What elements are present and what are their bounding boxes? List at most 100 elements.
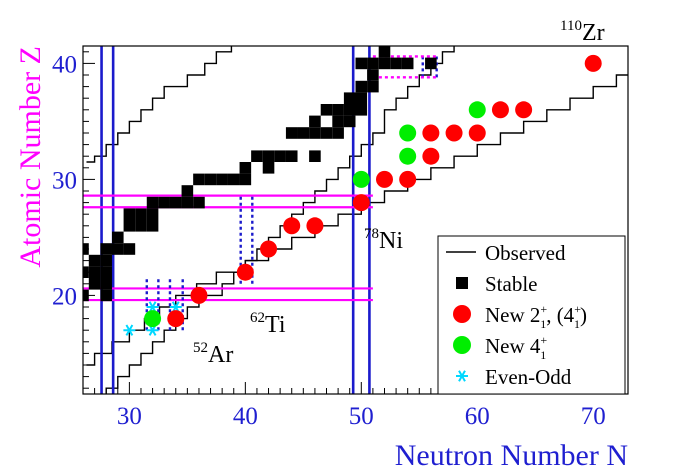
stable-point-56 (367, 57, 379, 70)
new21-point-0 (167, 310, 185, 328)
new41-point-0 (144, 310, 162, 328)
legend-label-new41: New 4+ 1 (485, 333, 547, 362)
stable-point-51 (355, 92, 368, 104)
x-tick-label-60: 60 (465, 403, 490, 430)
stable-point-9 (100, 254, 112, 267)
even-odd-point-1 (146, 324, 159, 336)
plot-frame (82, 45, 629, 395)
stable-point-8 (100, 266, 112, 278)
legend-sup-new21: + (540, 302, 547, 316)
stable-point-21 (158, 196, 170, 209)
stable-point-40 (309, 127, 321, 139)
stable-point-39 (309, 150, 321, 162)
stable-point-49 (343, 92, 356, 104)
y-tick-label-20: 20 (52, 283, 77, 310)
plot-area (83, 46, 628, 394)
isotope-symbol-ni: Ni (379, 228, 403, 254)
legend-text-observed: Observed (485, 241, 566, 265)
stable-point-31 (239, 162, 252, 174)
legend-marker-new41 (453, 336, 471, 354)
new21-point-10 (422, 124, 440, 142)
new41-point-4 (468, 101, 486, 119)
new21-point-14 (515, 101, 533, 119)
stable-point-57 (378, 57, 391, 70)
stable-point-33 (262, 162, 275, 174)
stable-point-44 (332, 127, 344, 139)
even-odd-point-2 (146, 301, 159, 313)
stable-point-35 (274, 150, 286, 162)
isotope-mass-ti: 62 (250, 310, 265, 326)
stable-point-55 (367, 69, 379, 81)
legend-marker-even-odd (456, 370, 468, 382)
legend-sub-new21: 1 (540, 317, 546, 331)
stable-point-16 (135, 220, 147, 232)
new21-point-13 (491, 101, 509, 119)
new41-point-1 (352, 170, 370, 188)
legend-text-new21: New 2 (485, 303, 540, 327)
stable-point-7 (100, 278, 112, 290)
x-tick-label-70: 70 (581, 403, 606, 430)
stable-point-13 (123, 243, 136, 255)
legend-label-new21: New 2+ 1, (4+ 1) (485, 302, 587, 331)
stable-point-60 (401, 57, 414, 70)
stable-point-34 (262, 150, 275, 162)
new41-point-3 (399, 124, 417, 142)
stable-point-45 (332, 115, 344, 128)
stable-point-29 (227, 173, 240, 186)
legend-sub-new41: 1 (540, 348, 546, 362)
y-tick-label-30: 30 (52, 167, 77, 194)
new21-point-5 (306, 217, 324, 235)
stable-point-36 (285, 150, 298, 162)
new21-point-12 (468, 124, 486, 142)
new21-point-3 (260, 240, 278, 258)
stable-point-27 (204, 173, 217, 186)
stable-point-10 (100, 243, 112, 255)
new21-point-1 (190, 286, 208, 304)
stable-point-4 (88, 254, 101, 267)
legend-sup-new41: + (540, 333, 547, 347)
stable-point-20 (146, 196, 159, 209)
legend-extra-sup-new21: + (574, 302, 581, 316)
legend-text-stable: Stable (485, 272, 538, 296)
observed-boundary-upper (86, 46, 233, 163)
y-axis-label: Atomic Number Z (14, 46, 47, 268)
stable-point-19 (146, 208, 159, 220)
legend-text-even_odd: Even-Odd (485, 365, 572, 389)
new41-point-2 (399, 147, 417, 165)
stable-point-50 (355, 104, 368, 116)
isotope-label-ni: 78Ni (364, 226, 403, 254)
stable-point-47 (343, 115, 356, 128)
even-odd-point-0 (123, 324, 136, 336)
y-tick-label-40: 40 (52, 51, 77, 78)
legend-extra-tail-new21: ) (580, 303, 587, 327)
stable-point-15 (123, 208, 136, 220)
legend-label-observed: Observed (485, 241, 566, 265)
stable-point-6 (100, 289, 112, 302)
legend-label-stable: Stable (485, 272, 538, 296)
stable-point-53 (355, 57, 368, 70)
stable-point-58 (378, 46, 391, 58)
new21-point-2 (236, 263, 254, 281)
stable-point-25 (193, 196, 205, 209)
isotope-symbol-zr: Zr (582, 20, 605, 46)
stable-point-59 (390, 57, 402, 70)
stable-point-43 (320, 104, 333, 116)
stable-point-12 (111, 231, 124, 244)
legend-marker-stable (456, 277, 468, 289)
new21-point-6 (352, 194, 370, 212)
x-tick-label-30: 30 (117, 403, 142, 430)
stable-point-23 (181, 196, 194, 209)
isotope-label-ti: 62Ti (250, 310, 286, 338)
stable-point-41 (309, 115, 321, 128)
new21-point-15 (584, 54, 602, 72)
stable-point-38 (297, 127, 310, 139)
stable-point-11 (111, 243, 124, 255)
x-tick-label-40: 40 (233, 403, 258, 430)
stable-point-30 (239, 173, 252, 186)
stable-point-17 (146, 220, 159, 232)
stable-point-18 (135, 208, 147, 220)
new21-point-8 (399, 170, 417, 188)
legend-extra-new21: , (4 (546, 303, 574, 327)
stable-point-2 (88, 278, 101, 290)
